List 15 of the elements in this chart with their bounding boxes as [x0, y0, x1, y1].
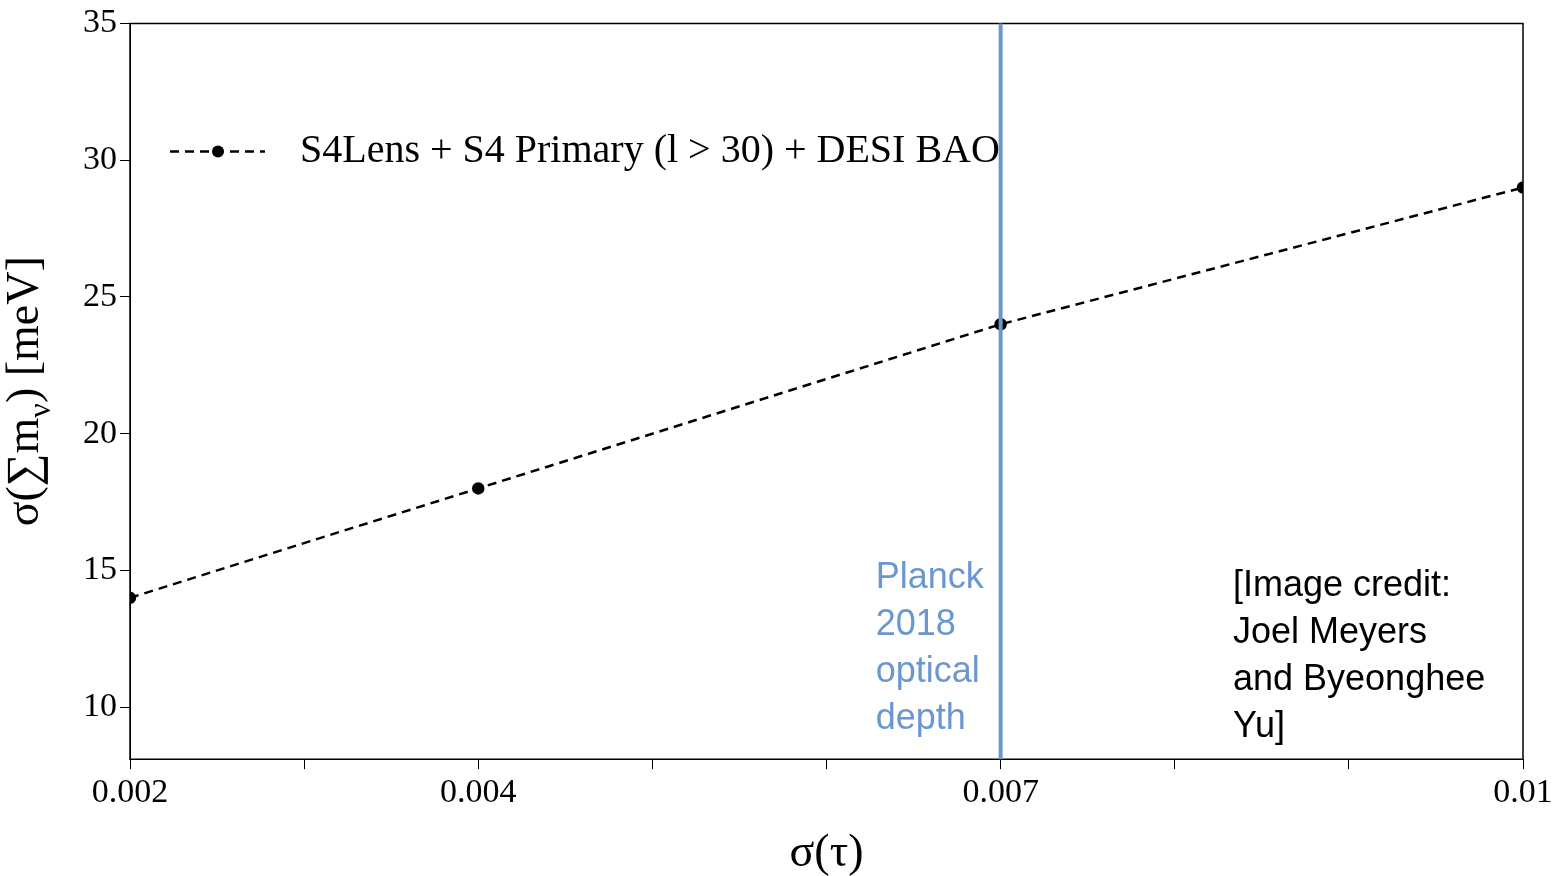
x-tick-label: 0.004: [440, 771, 517, 809]
y-tick-label: 30: [83, 139, 117, 177]
annotation: [Image credit: Joel Meyers and Byeonghee Yu]: [1233, 563, 1486, 746]
y-tick-label: 35: [83, 2, 117, 40]
y-axis-title: σ(∑mν) [meV]: [0, 256, 57, 527]
x-tick-label: 0.002: [91, 771, 169, 809]
ref-line-label: Planck 2018 optical depth: [875, 555, 985, 738]
x-axis-title: σ(τ): [789, 825, 864, 876]
y-tick-label: 15: [83, 549, 117, 587]
x-tick-label: 0.007: [962, 771, 1039, 809]
legend-label: S4Lens + S4 Primary (l > 30) + DESI BAO: [300, 125, 1000, 171]
x-tick-label: 0.01: [1493, 771, 1553, 809]
y-tick-label: 10: [83, 686, 117, 724]
y-tick-label: 20: [83, 412, 117, 450]
y-tick-label: 25: [83, 275, 117, 313]
